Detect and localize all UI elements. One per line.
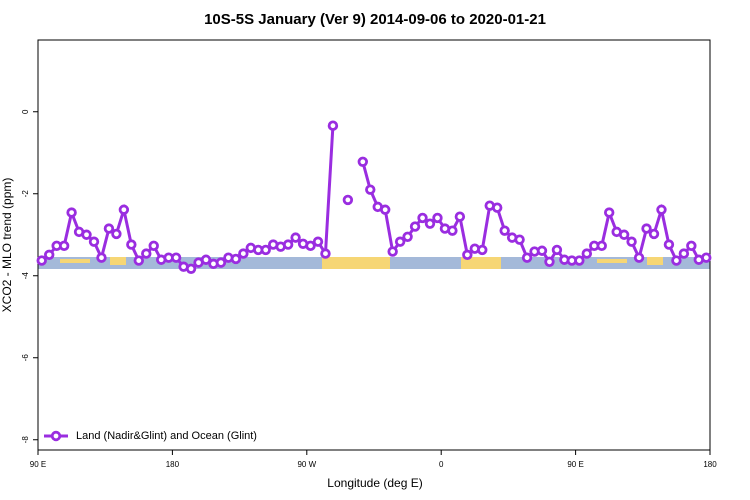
plot-frame [37, 39, 711, 451]
data-point [312, 236, 324, 247]
data-point [409, 221, 421, 232]
data-point [417, 212, 428, 224]
data-point [656, 204, 667, 215]
data-point [686, 240, 697, 252]
y-axis-label: XCO2 - MLO trend (ppm) [0, 178, 14, 313]
data-point [462, 249, 473, 261]
data-point [641, 223, 652, 234]
data-point [574, 255, 585, 266]
data-point [305, 240, 316, 252]
data-point [477, 244, 488, 256]
data-point [499, 225, 510, 236]
y-tick-label: -4 [21, 272, 30, 280]
data-point [118, 204, 130, 215]
y-tick-label: 0 [21, 109, 30, 114]
data-point [365, 184, 376, 195]
land-band [597, 259, 627, 263]
data-point [604, 207, 615, 218]
data-point [701, 252, 712, 263]
data-point [394, 236, 406, 247]
data-point [432, 212, 443, 224]
land-band [60, 259, 90, 263]
legend-label: Land (Nadir&Glint) and Ocean (Glint) [76, 430, 257, 442]
data-point [282, 239, 294, 250]
x-tick-label: 90 E [567, 460, 583, 469]
data-point [58, 240, 70, 252]
data-point [36, 255, 47, 266]
land-band [322, 257, 390, 269]
data-point [133, 255, 144, 266]
data-point [581, 248, 592, 259]
land-band [110, 257, 126, 265]
data-point [492, 202, 503, 213]
data-point [81, 229, 92, 240]
x-tick-label: 90 W [297, 460, 316, 469]
data-point [88, 236, 100, 247]
data-point [447, 225, 458, 236]
data-point [402, 231, 413, 242]
data-point [103, 223, 115, 234]
data-point [230, 253, 242, 265]
data-point [215, 257, 227, 268]
data-point [238, 248, 249, 259]
data-point [671, 255, 682, 266]
data-point [290, 232, 301, 243]
data-point [148, 240, 159, 252]
data-point [44, 249, 55, 261]
land-band [647, 257, 663, 265]
data-point [618, 229, 630, 240]
x-tick-label: 180 [703, 460, 717, 469]
data-point [596, 240, 607, 252]
x-tick-label: 90 E [30, 460, 46, 469]
data-point [96, 252, 107, 263]
data-point [200, 254, 212, 265]
data-point [387, 246, 398, 257]
data-point [185, 263, 197, 274]
land-band [461, 257, 501, 269]
data-point [170, 252, 182, 263]
x-tick-label: 180 [166, 460, 180, 469]
data-point [126, 239, 137, 250]
data-point [66, 207, 77, 218]
data-point [260, 244, 271, 256]
legend-marker [50, 430, 62, 442]
data-point [320, 248, 331, 259]
y-tick-label: -2 [21, 190, 30, 198]
chart-title: 10S-5S January (Ver 9) 2014-09-06 to 202… [204, 11, 546, 28]
data-point [648, 228, 660, 240]
y-tick-label: -8 [21, 436, 30, 444]
data-point [342, 194, 354, 206]
data-point [111, 228, 122, 240]
data-point [521, 252, 533, 263]
data-point [544, 256, 555, 268]
data-point [357, 156, 368, 167]
data-point [678, 248, 690, 259]
data-point [454, 211, 466, 222]
data-point [327, 120, 339, 131]
y-tick-label: -6 [21, 354, 30, 362]
data-point [380, 204, 391, 215]
data-point [536, 245, 548, 256]
data-point [141, 248, 152, 259]
data-point [626, 236, 637, 247]
data-point [633, 252, 645, 263]
x-tick-label: 0 [439, 460, 444, 469]
x-axis-label: Longitude (deg E) [327, 476, 422, 490]
data-point [424, 218, 436, 229]
data-point [551, 244, 563, 256]
data-point [514, 234, 525, 245]
data-point [663, 239, 675, 250]
